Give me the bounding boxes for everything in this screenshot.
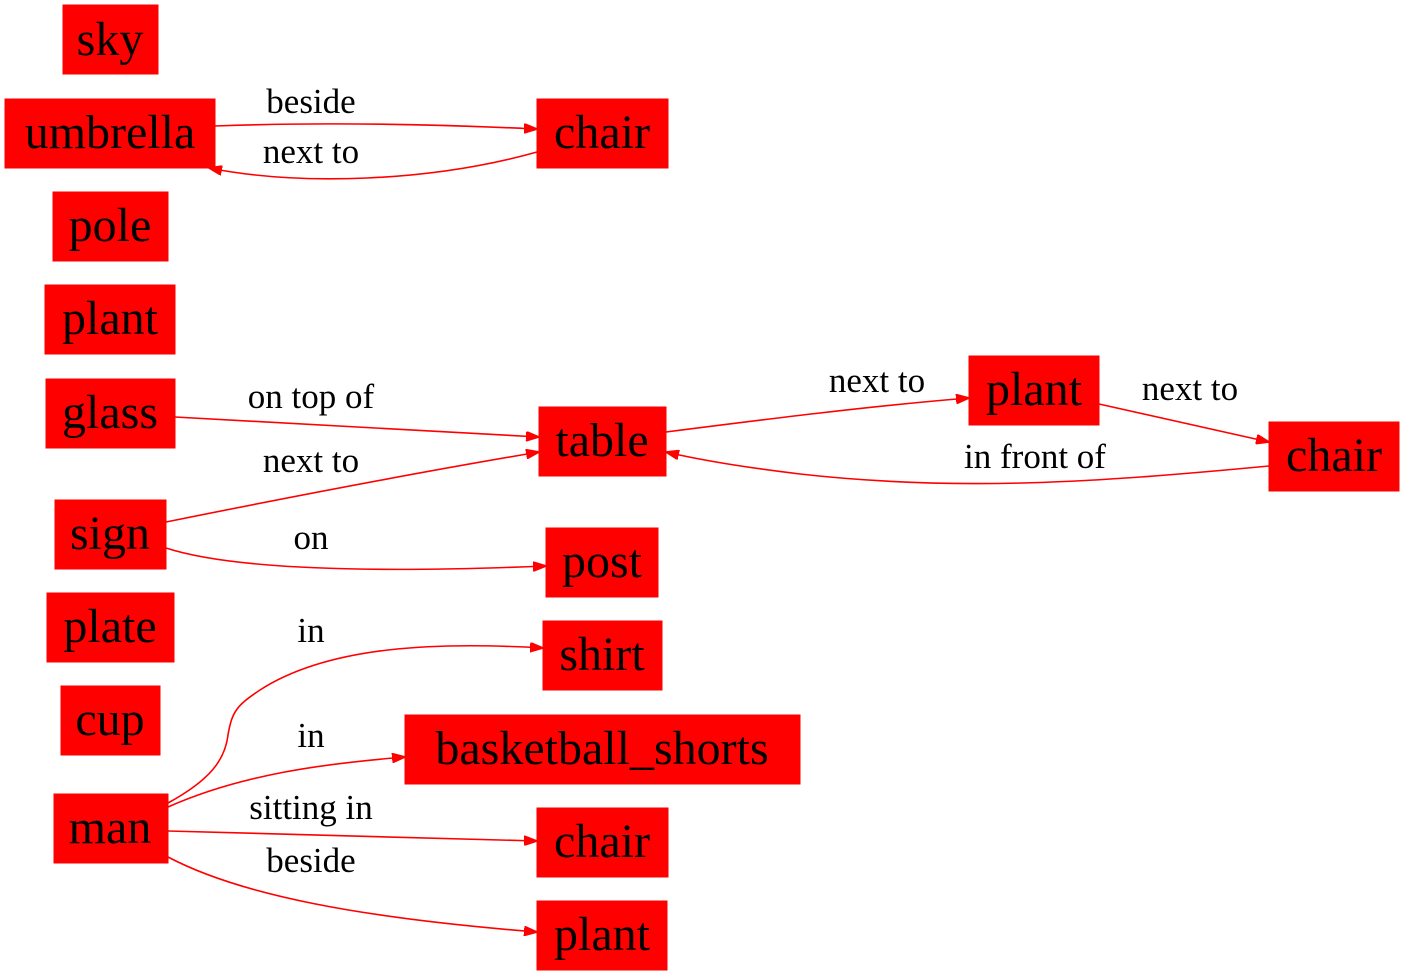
edge-sign-next-to-table: next to [165, 441, 539, 523]
edge-label: in front of [964, 437, 1106, 476]
node-label: chair [554, 106, 650, 159]
node-sky: sky [62, 4, 159, 75]
edge-glass-on-top-of-table: on top of [174, 377, 539, 437]
edge-man-sitting-in-chair: sitting in [167, 788, 537, 841]
edge-plant-next-to-chair: next to [1098, 369, 1269, 442]
node-label: pole [69, 199, 152, 252]
edges: beside next to on top of next to on next… [165, 82, 1270, 932]
edge-man-in-shorts: in [167, 716, 405, 808]
node-cup: cup [60, 685, 161, 756]
node-umbrella: umbrella [4, 98, 216, 169]
node-label: chair [1286, 429, 1382, 482]
node-plant-bottom: plant [536, 900, 668, 971]
node-label: plant [62, 292, 159, 345]
node-label: table [555, 414, 648, 467]
edge-sign-on-post: on [165, 518, 546, 569]
edge-label: on top of [248, 377, 375, 416]
node-label: chair [554, 815, 650, 868]
node-label: sign [70, 507, 150, 560]
edge-label: on [294, 518, 329, 557]
node-table: table [538, 406, 667, 477]
node-shirt: shirt [542, 620, 663, 691]
node-plate: plate [46, 592, 175, 663]
node-pole: pole [52, 191, 169, 262]
node-sign: sign [54, 499, 167, 570]
node-label: post [562, 535, 643, 588]
edge-label: in [297, 716, 324, 755]
node-label: plant [986, 363, 1083, 416]
node-label: plate [63, 600, 156, 653]
edge-label: in [297, 611, 324, 650]
nodes: sky umbrella chair pole plant glass tabl… [4, 4, 1400, 971]
node-post: post [545, 527, 659, 598]
node-label: man [69, 801, 152, 854]
node-glass: glass [45, 378, 176, 449]
node-label: umbrella [25, 106, 196, 159]
edge-table-next-to-plant: next to [665, 361, 969, 433]
edge-label: next to [263, 132, 359, 171]
edge-label: beside [266, 82, 355, 121]
node-label: plant [554, 908, 651, 961]
node-plant-left: plant [44, 284, 176, 355]
node-label: cup [75, 693, 144, 746]
edge-chair-in-front-of-table: in front of [666, 437, 1270, 485]
node-label: sky [77, 13, 144, 66]
edge-label: next to [1142, 369, 1238, 408]
edge-chair-next-to-umbrella: next to [209, 132, 538, 180]
node-chair-bottom: chair [536, 807, 669, 878]
edge-label: sitting in [249, 788, 373, 827]
node-label: glass [62, 386, 158, 439]
node-chair-right: chair [1268, 421, 1400, 492]
edge-man-beside-plant: beside [167, 841, 537, 932]
node-label: shirt [559, 628, 645, 681]
edge-label: next to [263, 441, 359, 480]
node-plant-mid: plant [968, 355, 1100, 426]
node-label: basketball_shorts [435, 722, 768, 775]
edge-label: next to [829, 361, 925, 400]
edge-label: beside [266, 841, 355, 880]
node-man: man [53, 793, 169, 864]
edge-man-in-shirt: in [167, 611, 543, 804]
node-basketball-shorts: basketball_shorts [404, 714, 801, 785]
edge-umbrella-beside-chair: beside [214, 82, 537, 129]
node-chair-top: chair [536, 98, 669, 169]
